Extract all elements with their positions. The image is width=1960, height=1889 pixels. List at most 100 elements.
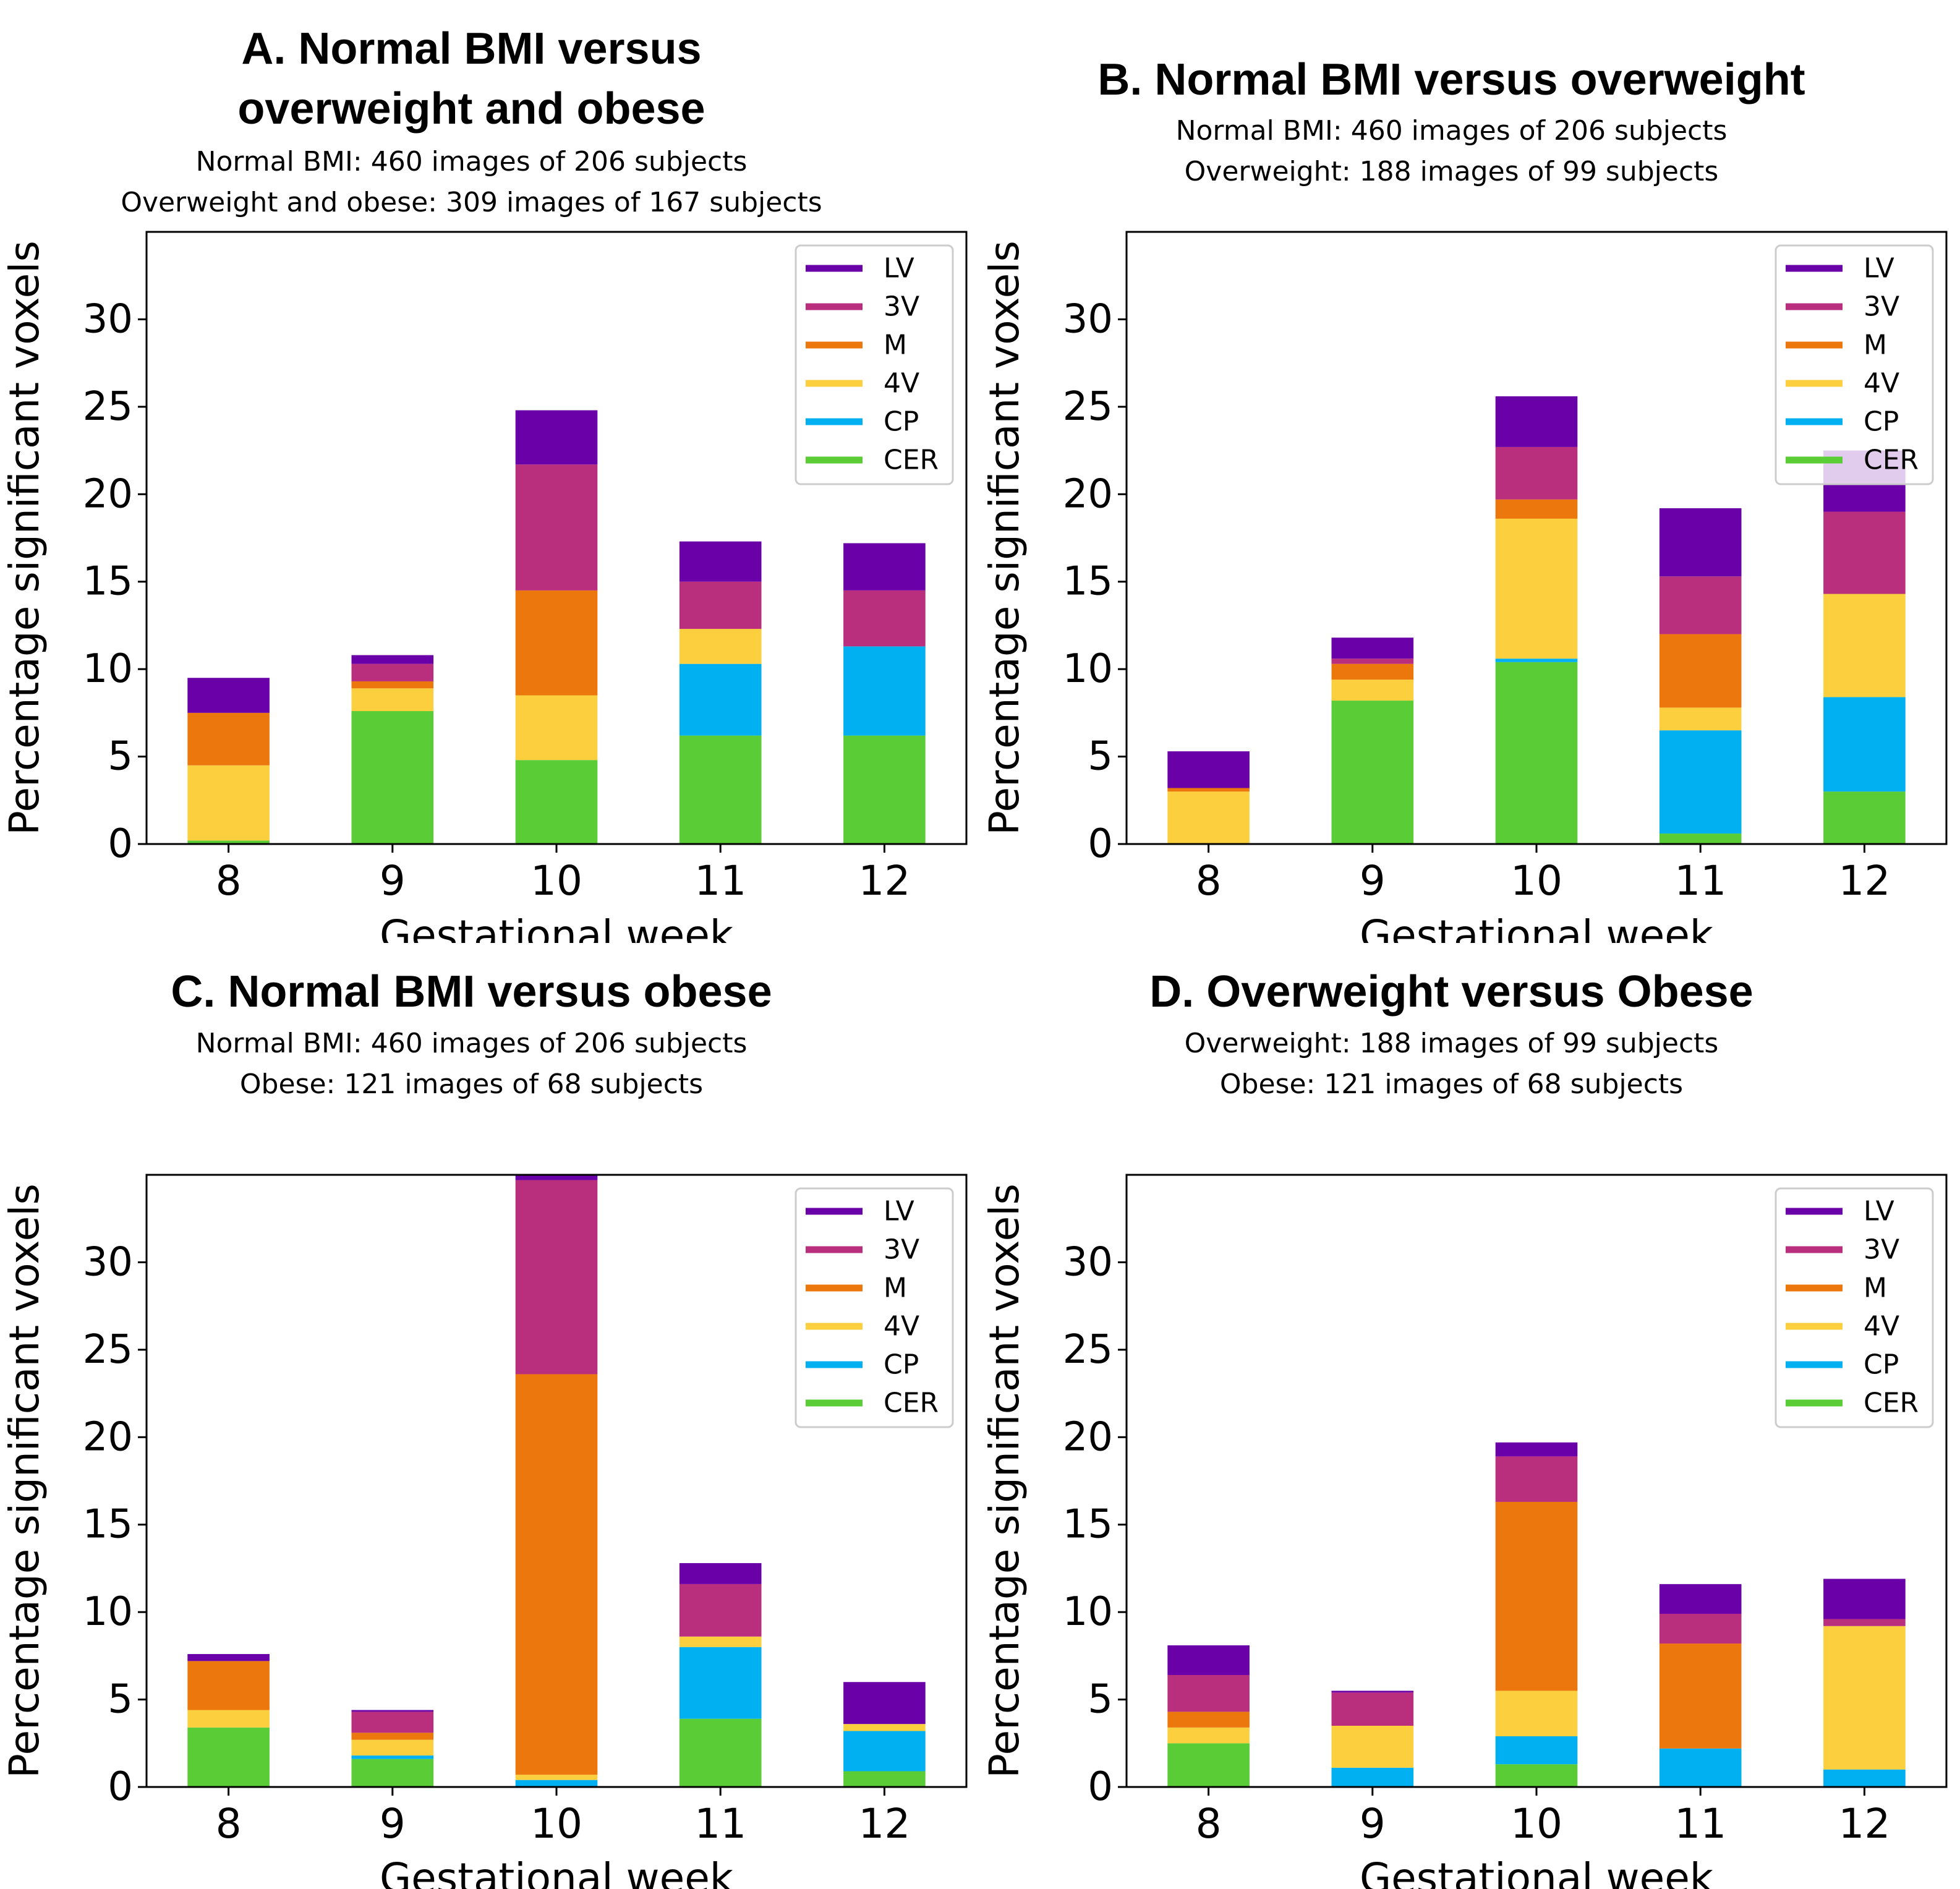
chart-title-line-1: B. Normal BMI versus overweight bbox=[1097, 55, 1805, 104]
bar-cer-week-9 bbox=[1331, 701, 1414, 844]
y-tick-label: 0 bbox=[1088, 1764, 1113, 1810]
bar-cer-week-12 bbox=[843, 1771, 926, 1787]
bar-4v-week-11 bbox=[679, 629, 762, 664]
bar-cer-week-12 bbox=[843, 735, 926, 844]
bar-cp-week-12 bbox=[1823, 1769, 1906, 1787]
chart-plot-d: 0 5 10 15 20 25 30 8 9 10 11 12 Gestational week Perc… bbox=[981, 1174, 1948, 1889]
chart-subtitle-line-2: Obese: 121 images of 68 subjects bbox=[1219, 1068, 1684, 1100]
legend-label-cer: CER bbox=[1864, 1388, 1919, 1419]
x-tick-label: 12 bbox=[1838, 1800, 1890, 1848]
bar-4v-week-8 bbox=[1167, 1727, 1250, 1744]
bar-3v-week-9 bbox=[1331, 659, 1414, 664]
x-tick-label: 12 bbox=[1838, 857, 1890, 905]
bar-cer-week-9 bbox=[351, 1759, 434, 1787]
bar-cp-week-12 bbox=[843, 646, 926, 736]
y-tick-label: 0 bbox=[1088, 821, 1113, 867]
legend-label-4v: 4V bbox=[1864, 368, 1899, 399]
bar-3v-week-10 bbox=[1495, 446, 1578, 500]
panel-d: D. Overweight versus Obese Overweight: 1… bbox=[980, 943, 1960, 1889]
x-tick-label: 10 bbox=[1510, 857, 1562, 905]
y-tick-label: 25 bbox=[1063, 1327, 1113, 1373]
bar-m-week-11 bbox=[1659, 634, 1742, 708]
x-tick-label: 11 bbox=[1674, 857, 1726, 905]
bar-4v-week-10 bbox=[515, 1775, 598, 1780]
legend-label-cp: CP bbox=[884, 406, 919, 438]
panel-c: C. Normal BMI versus obese Normal BMI: 4… bbox=[0, 943, 980, 1889]
chart-subtitle-line-2: Overweight and obese: 309 images of 167 … bbox=[121, 187, 822, 218]
bar-lv-week-11 bbox=[1659, 1584, 1742, 1614]
bar-m-week-10 bbox=[515, 590, 598, 696]
bar-cer-week-11 bbox=[679, 1718, 762, 1787]
chart-title-line-1: C. Normal BMI versus obese bbox=[171, 967, 772, 1017]
chart-plot-a: 0 5 10 15 20 25 30 8 9 10 11 12 Gestational week Perc… bbox=[1, 231, 968, 943]
y-tick-label: 30 bbox=[83, 296, 133, 342]
bar-cp-week-11 bbox=[679, 663, 762, 736]
legend-label-m: M bbox=[1864, 330, 1887, 361]
legend: LV 3V M 4V CP CER bbox=[1775, 244, 1934, 485]
bar-4v-week-9 bbox=[351, 688, 434, 712]
bar-m-week-9 bbox=[351, 681, 434, 689]
legend-label-cp: CP bbox=[884, 1349, 919, 1381]
bar-lv-week-10 bbox=[515, 410, 598, 465]
legend-label-m: M bbox=[1864, 1273, 1887, 1304]
bar-4v-week-8 bbox=[187, 765, 270, 841]
y-tick-label: 5 bbox=[108, 734, 133, 780]
bar-cer-week-8 bbox=[1167, 1743, 1250, 1787]
bar-lv-week-8 bbox=[1167, 751, 1250, 788]
bar-cer-week-11 bbox=[679, 735, 762, 844]
x-tick-label: 8 bbox=[1196, 1800, 1222, 1848]
bar-cp-week-11 bbox=[1659, 1748, 1742, 1787]
bar-3v-week-12 bbox=[843, 590, 926, 647]
bar-cp-week-9 bbox=[351, 1755, 434, 1759]
bar-cp-week-10 bbox=[1495, 1736, 1578, 1765]
bar-4v-week-11 bbox=[679, 1636, 762, 1647]
bar-lv-week-9 bbox=[351, 655, 434, 664]
legend-label-lv: LV bbox=[884, 253, 914, 284]
bar-cer-week-10 bbox=[1495, 662, 1578, 844]
legend-label-4v: 4V bbox=[884, 368, 919, 399]
legend: LV 3V M 4V CP CER bbox=[795, 244, 954, 485]
x-axis-label: Gestational week bbox=[1360, 1854, 1714, 1889]
bar-4v-week-12 bbox=[843, 1724, 926, 1731]
bars-group bbox=[1167, 1442, 1906, 1787]
bar-3v-week-9 bbox=[1331, 1692, 1414, 1726]
legend-label-cer: CER bbox=[1864, 445, 1919, 476]
legend-label-cer: CER bbox=[884, 445, 939, 476]
bar-m-week-10 bbox=[1495, 1501, 1578, 1691]
bar-3v-week-11 bbox=[1659, 1613, 1742, 1644]
x-tick-label: 12 bbox=[858, 1800, 910, 1848]
y-tick-label: 15 bbox=[83, 1502, 133, 1548]
bar-lv-week-8 bbox=[187, 678, 270, 713]
legend-label-m: M bbox=[884, 330, 907, 361]
y-axis-label: Percentage significant voxels bbox=[1, 1183, 48, 1778]
legend-label-m: M bbox=[884, 1273, 907, 1304]
x-tick-label: 8 bbox=[216, 857, 242, 905]
y-tick-label: 5 bbox=[1088, 734, 1113, 780]
bar-cer-week-11 bbox=[1659, 834, 1742, 844]
bar-lv-week-11 bbox=[1659, 508, 1742, 577]
x-tick-label: 9 bbox=[1360, 1800, 1386, 1848]
bar-cp-week-11 bbox=[679, 1647, 762, 1719]
legend-label-lv: LV bbox=[884, 1196, 914, 1227]
legend-label-3v: 3V bbox=[884, 291, 919, 323]
legend-label-cp: CP bbox=[1864, 1349, 1899, 1381]
y-tick-label: 10 bbox=[83, 1589, 133, 1635]
chart-title-line-1: D. Overweight versus Obese bbox=[1149, 967, 1753, 1017]
chart-subtitle-line-2: Obese: 121 images of 68 subjects bbox=[239, 1068, 704, 1100]
bar-m-week-9 bbox=[1331, 663, 1414, 680]
legend-label-cer: CER bbox=[884, 1388, 939, 1419]
bar-cer-week-10 bbox=[1495, 1764, 1578, 1787]
bar-m-week-10 bbox=[1495, 499, 1578, 519]
bars-group bbox=[187, 410, 926, 844]
bar-lv-week-11 bbox=[679, 541, 762, 582]
bar-3v-week-10 bbox=[515, 1180, 598, 1375]
chart-subtitle-line-2: Overweight: 188 images of 99 subjects bbox=[1184, 156, 1719, 187]
y-tick-label: 10 bbox=[83, 646, 133, 692]
bar-cer-week-10 bbox=[515, 760, 598, 844]
y-axis-label: Percentage significant voxels bbox=[1, 241, 48, 835]
y-tick-label: 25 bbox=[83, 384, 133, 430]
y-axis-label: Percentage significant voxels bbox=[981, 241, 1028, 835]
panel-b: B. Normal BMI versus overweight Normal B… bbox=[980, 0, 1960, 943]
y-tick-label: 25 bbox=[83, 1327, 133, 1373]
bar-4v-week-8 bbox=[187, 1710, 270, 1728]
